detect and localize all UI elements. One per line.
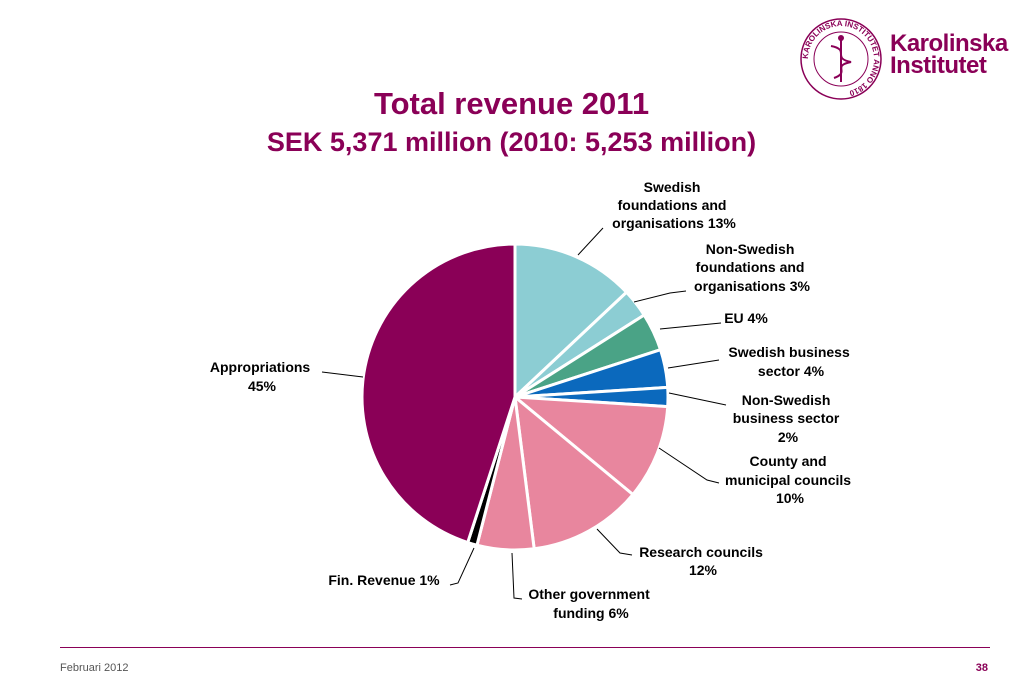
label-non-swedish-foundations: Non-Swedish foundations and organisation… <box>694 241 810 294</box>
leader-line-swedish-business <box>667 359 720 369</box>
leader-line-swedish-foundations <box>577 227 604 256</box>
label-swedish-foundations: Swedish foundations and organisations 13… <box>612 179 736 231</box>
leader-line-non-swedish-business <box>668 392 727 406</box>
logo-text-karolinska: Karolinska <box>890 30 1008 57</box>
leader-line-appropriations <box>321 371 364 378</box>
label-fin-revenue: Fin. Revenue 1% <box>328 572 440 588</box>
pie-slice-research-councils <box>513 395 635 551</box>
label-research-councils: Research councils 12% <box>639 544 767 578</box>
pie-slice-appropriations <box>360 242 517 545</box>
chart-title: Total revenue 2011 <box>373 86 650 121</box>
page-number: 38 <box>975 662 988 674</box>
leader-line-fin-revenue <box>449 547 475 586</box>
pie-slices <box>360 242 670 552</box>
footer-date: Februari 2012 <box>60 662 129 674</box>
label-swedish-business: Swedish business sector 4% <box>728 344 853 379</box>
footer-divider <box>60 647 990 648</box>
label-non-swedish-business: Non-Swedish business sector 2% <box>733 392 844 445</box>
karolinska-seal-icon: KAROLINSKA INSTITUTET ANNO 1810 <box>800 18 882 100</box>
leader-lines <box>321 227 727 600</box>
leader-line-county-councils <box>658 447 720 484</box>
label-appropriations: Appropriations 45% <box>210 359 314 394</box>
pie-slice-county-councils <box>513 395 670 497</box>
chart-subtitle: SEK 5,371 million (2010: 5,253 million) <box>266 127 757 157</box>
label-other-government: Other government funding 6% <box>528 586 653 621</box>
leader-line-other-government <box>511 552 523 600</box>
leader-line-research-councils <box>596 528 633 556</box>
pie-slice-swedish-foundations <box>513 242 629 399</box>
leader-line-eu <box>659 322 722 330</box>
label-county-councils: County and municipal councils 10% <box>725 453 855 506</box>
leader-line-non-swedish-foundations <box>633 290 687 303</box>
label-eu: EU 4% <box>724 310 768 326</box>
logo-text-institutet: Institutet <box>890 52 987 79</box>
